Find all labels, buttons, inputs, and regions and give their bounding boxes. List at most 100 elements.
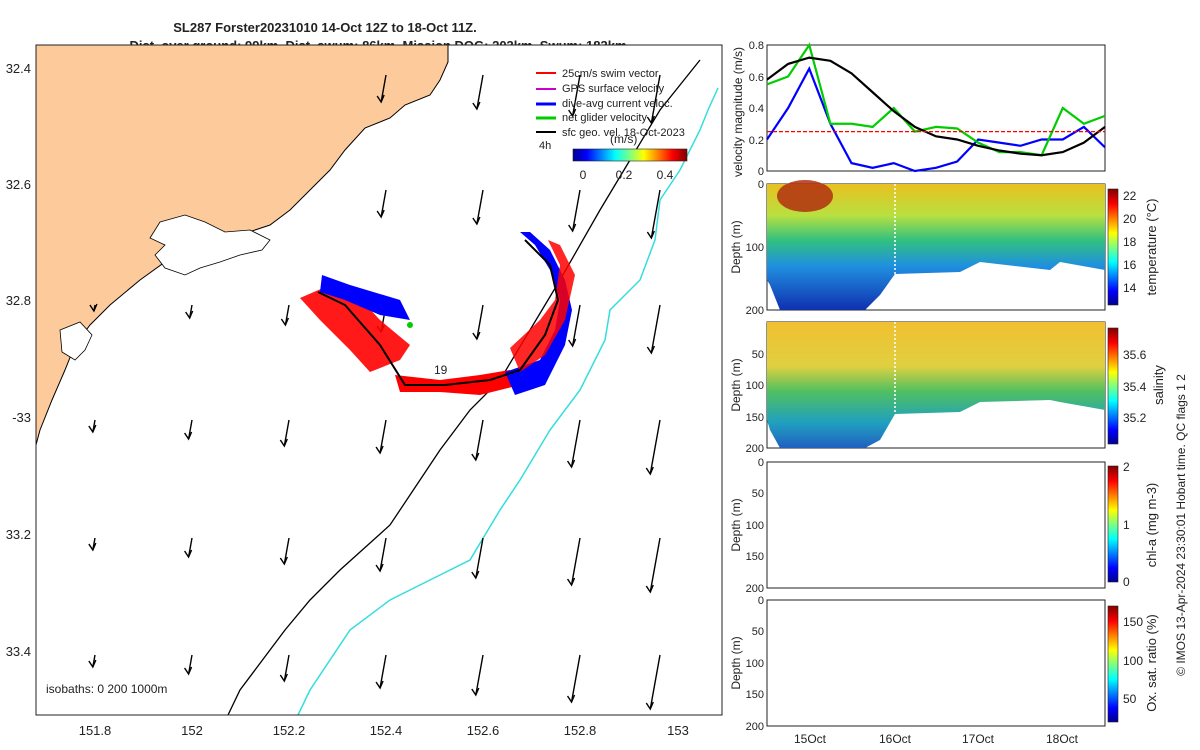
lon-tick: 152.2 bbox=[273, 723, 306, 738]
velocity-arrow-head bbox=[279, 556, 288, 566]
temp-cbar-label: temperature (°C) bbox=[1144, 199, 1159, 296]
velocity-arrow bbox=[379, 419, 387, 454]
velocity-arrow bbox=[187, 654, 193, 675]
sal-cbar-label: salinity bbox=[1151, 365, 1166, 405]
velocity-arrow-head bbox=[471, 452, 480, 462]
salinity-colorbar bbox=[1107, 327, 1119, 445]
time-axis: 15Oct 16Oct 17Oct 18Oct bbox=[794, 732, 1079, 746]
lat-tick: 33.2 bbox=[6, 527, 31, 542]
time-tick: 18Oct bbox=[1046, 732, 1079, 746]
temp-ytick: 200 bbox=[746, 305, 764, 317]
temp-cbar-tick: 18 bbox=[1123, 235, 1137, 249]
velocity-arrow-field bbox=[88, 74, 661, 711]
velocity-arrow bbox=[570, 419, 581, 468]
velocity-arrow bbox=[475, 654, 484, 696]
velocity-arrow bbox=[649, 419, 661, 475]
title-line-1: SL287 Forster20231010 14-Oct 12Z to 18-O… bbox=[173, 20, 477, 35]
temperature-panel: 22 20 18 16 14 temperature (°C) 0 100 20… bbox=[729, 179, 1159, 317]
velocity-arrow-head bbox=[376, 209, 385, 219]
chla-cbar-tick: 1 bbox=[1123, 518, 1130, 532]
lon-tick: 151.8 bbox=[79, 723, 112, 738]
velocity-arrow-head bbox=[279, 438, 288, 448]
velocity-arrow-head bbox=[646, 230, 656, 240]
salinity-panel: 35.6 35.4 35.2 salinity 50 100 150 200 D… bbox=[729, 321, 1166, 455]
map-panel: 19 isobaths: 0 200 1000m 25cm/s swim vec… bbox=[6, 44, 723, 738]
chla-cbar-label: chl-a (mg m-3) bbox=[1144, 483, 1159, 568]
velocity-arrow-head bbox=[645, 466, 654, 476]
velocity-arrow-head bbox=[471, 570, 480, 580]
velocity-arrow-head bbox=[645, 701, 654, 711]
velocity-series bbox=[766, 42, 1106, 173]
velocity-arrow bbox=[649, 537, 661, 593]
velocity-arrow bbox=[570, 654, 581, 703]
velocity-arrow bbox=[475, 537, 484, 579]
velocity-arrow-head bbox=[88, 542, 97, 552]
legend-time: 4h bbox=[539, 140, 551, 152]
vel-ytick: 0.8 bbox=[749, 40, 764, 52]
chla-ytick: 200 bbox=[746, 583, 764, 595]
sal-ytick: 200 bbox=[746, 443, 764, 455]
velocity-arrow-head bbox=[645, 584, 654, 594]
vel-ytick: 0.6 bbox=[749, 72, 764, 84]
lon-tick: 152.8 bbox=[564, 723, 597, 738]
chla-panel: 2 1 0 chl-a (mg m-3) 0 50 100 150 200 De… bbox=[729, 457, 1159, 595]
velocity-arrow-head bbox=[375, 563, 384, 573]
track-label: 19 bbox=[434, 363, 448, 377]
ox-cbar-tick: 150 bbox=[1123, 615, 1143, 629]
colorbar-tick-1: 0.2 bbox=[616, 168, 633, 182]
velocity-arrow bbox=[476, 74, 484, 110]
velocity-arrow-head bbox=[89, 303, 98, 313]
velocity-arrow bbox=[283, 537, 290, 565]
legend-label-current: dive-avg current veloc. bbox=[562, 98, 673, 110]
sal-ytick: 100 bbox=[746, 380, 764, 392]
velocity-arrow bbox=[379, 537, 387, 572]
chla-ytick: 50 bbox=[752, 488, 764, 500]
land bbox=[36, 45, 449, 446]
chla-cbar-tick: 2 bbox=[1123, 460, 1130, 474]
ox-ytick: 100 bbox=[746, 658, 764, 670]
velocity-arrow bbox=[650, 304, 661, 354]
velocity-arrow bbox=[476, 189, 484, 225]
velocity-arrow-head bbox=[568, 338, 577, 348]
velocity-arrow bbox=[283, 419, 290, 447]
temp-cbar-tick: 16 bbox=[1123, 258, 1137, 272]
temp-ytick: 100 bbox=[746, 242, 764, 254]
isobath-1000 bbox=[297, 87, 719, 715]
velocity-arrow-head bbox=[183, 431, 193, 441]
chla-ytick: 0 bbox=[758, 457, 764, 469]
velocity-arrow-head bbox=[566, 577, 576, 587]
vel-ytick: 0.4 bbox=[749, 103, 764, 115]
lat-tick: -33 bbox=[12, 410, 31, 425]
velocity-arrow bbox=[187, 419, 193, 440]
lon-tick: 153 bbox=[667, 723, 689, 738]
temp-cbar-tick: 20 bbox=[1123, 212, 1137, 226]
chla-colorbar bbox=[1107, 465, 1119, 583]
copyright-note: © IMOS 13-Apr-2024 23:30:01 Hobart time.… bbox=[1174, 374, 1188, 676]
velocity-arrow-head bbox=[568, 223, 577, 233]
vel-ylabel: velocity magnitude (m/s) bbox=[731, 47, 745, 177]
lat-tick: 32.6 bbox=[6, 177, 31, 192]
map-lat-ticks: 32.4 32.6 32.8 -33 33.2 33.4 bbox=[6, 61, 31, 659]
time-tick: 16Oct bbox=[879, 732, 912, 746]
ox-cbar-label: Ox. sat. ratio (%) bbox=[1144, 614, 1159, 712]
velocity-arrow-head bbox=[88, 424, 97, 434]
velocity-arrow-head bbox=[375, 680, 384, 690]
sal-ylabel: Depth (m) bbox=[729, 358, 743, 411]
temp-ylabel: Depth (m) bbox=[729, 220, 743, 273]
velocity-arrow-head bbox=[279, 673, 288, 683]
ox-ytick: 150 bbox=[746, 689, 764, 701]
velocity-arrow-head bbox=[646, 115, 656, 125]
velocity-arrow-head bbox=[472, 101, 481, 111]
velocity-arrow bbox=[187, 537, 193, 558]
velocity-arrow bbox=[380, 74, 387, 103]
sal-cbar-tick: 35.2 bbox=[1123, 411, 1147, 425]
ox-ylabel: Depth (m) bbox=[729, 636, 743, 689]
velocity-arrow bbox=[570, 537, 581, 586]
vel-ytick: 0.2 bbox=[749, 135, 764, 147]
velocity-arrow bbox=[571, 189, 581, 232]
sal-cbar-tick: 35.6 bbox=[1123, 348, 1147, 362]
velocity-arrow-head bbox=[376, 94, 385, 104]
sal-ytick: 150 bbox=[746, 412, 764, 424]
velocity-arrow bbox=[475, 419, 484, 461]
time-tick: 15Oct bbox=[794, 732, 827, 746]
